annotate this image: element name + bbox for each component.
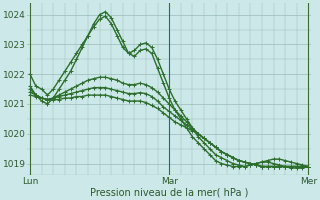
X-axis label: Pression niveau de la mer( hPa ): Pression niveau de la mer( hPa ) (90, 187, 248, 197)
